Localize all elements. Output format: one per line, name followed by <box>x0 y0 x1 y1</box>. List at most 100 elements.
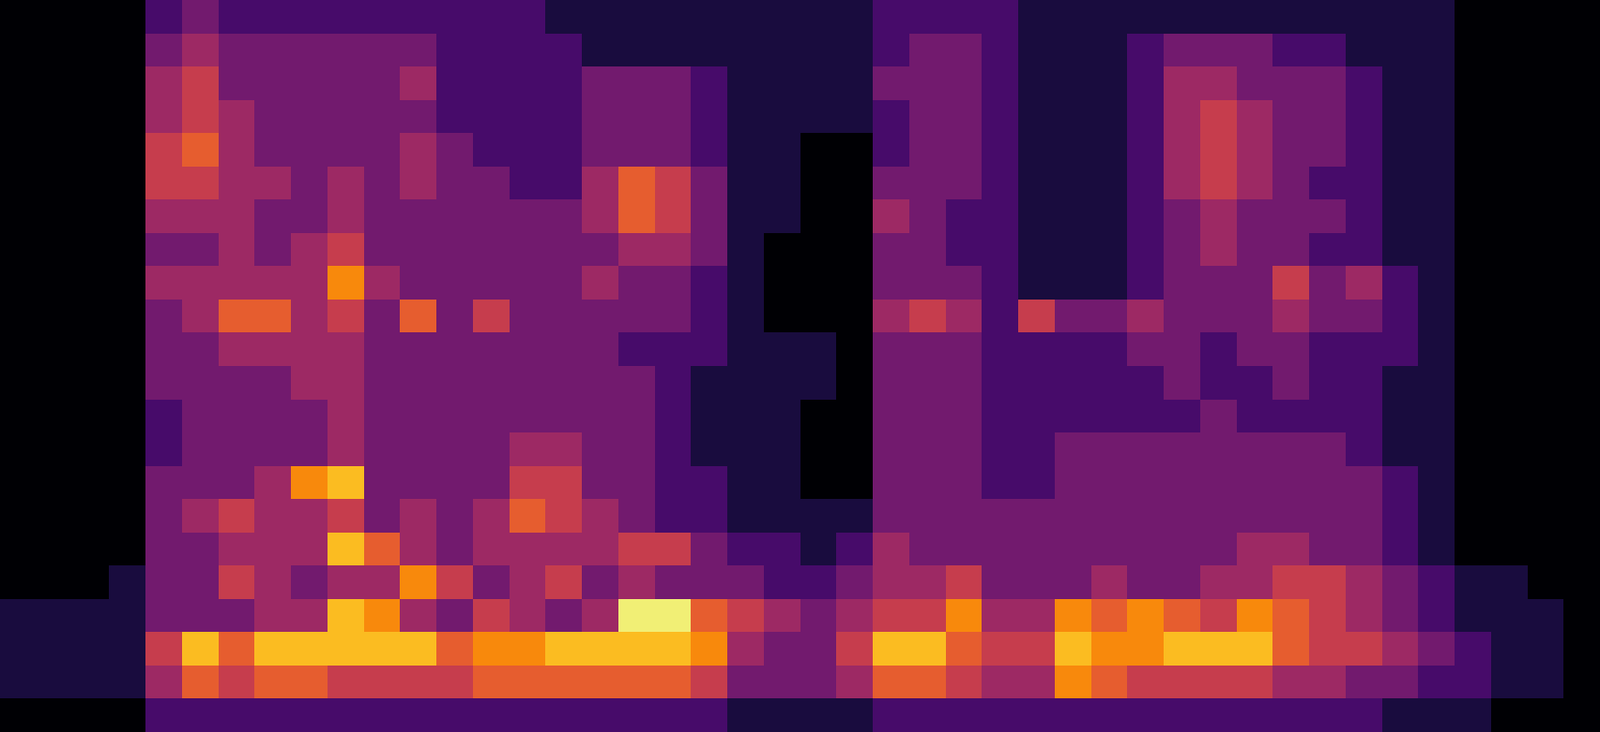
heat-cell <box>182 665 219 700</box>
heat-cell <box>145 0 183 34</box>
heat-cell <box>690 466 728 500</box>
heat-cell <box>1200 166 1237 201</box>
heat-cell <box>981 233 1019 267</box>
heat-cell <box>108 565 146 600</box>
heat-cell <box>436 33 473 68</box>
heat-cell <box>1309 399 1346 434</box>
heat-cell <box>108 299 146 334</box>
heat-cell <box>1527 0 1565 34</box>
heat-cell <box>909 299 946 334</box>
heat-cell <box>399 631 437 666</box>
heat-cell <box>0 366 37 400</box>
heat-cell <box>800 100 838 134</box>
heat-cell <box>1345 665 1383 700</box>
heat-cell <box>655 698 692 732</box>
heat-cell <box>1382 565 1419 600</box>
heat-cell <box>981 332 1019 367</box>
heat-cell <box>108 665 146 700</box>
heat-cell <box>364 66 401 101</box>
heat-cell <box>108 599 146 633</box>
heat-cell <box>1382 599 1419 633</box>
heat-cell <box>1527 233 1565 267</box>
heat-cell <box>1309 166 1346 201</box>
heat-cell <box>1272 299 1310 334</box>
heat-cell <box>1054 132 1092 167</box>
heat-cell <box>1018 565 1055 600</box>
heat-cell <box>145 132 183 167</box>
heat-cell <box>1491 132 1528 167</box>
heat-cell <box>1345 66 1383 101</box>
heat-cell <box>800 399 838 434</box>
heat-cell <box>581 299 619 334</box>
heat-cell <box>36 265 74 300</box>
heat-cell <box>145 166 183 201</box>
heat-cell <box>1054 498 1092 533</box>
heat-cell <box>872 366 910 400</box>
heat-cell <box>36 100 74 134</box>
heat-cell <box>399 565 437 600</box>
heat-cell <box>472 366 510 400</box>
heat-cell <box>399 199 437 234</box>
heat-cell <box>472 33 510 68</box>
heat-cell <box>545 698 582 732</box>
heat-cell <box>145 299 183 334</box>
heat-cell <box>364 233 401 267</box>
heat-cell <box>1127 432 1164 467</box>
heat-cell <box>436 466 473 500</box>
heat-cell <box>1236 665 1274 700</box>
heat-cell <box>1491 199 1528 234</box>
heat-cell <box>1054 332 1092 367</box>
heat-cell <box>581 265 619 300</box>
heat-cell <box>327 132 365 167</box>
heat-cell <box>1127 199 1164 234</box>
heat-cell <box>690 532 728 567</box>
heat-cell <box>727 599 764 633</box>
heat-cell <box>981 532 1019 567</box>
heat-cell <box>509 265 547 300</box>
heat-cell <box>364 498 401 533</box>
heat-cell <box>1417 399 1455 434</box>
heat-cell <box>218 631 256 666</box>
heat-cell <box>1382 332 1419 367</box>
heat-cell <box>1491 265 1528 300</box>
heat-cell <box>1018 532 1055 567</box>
heat-cell <box>945 466 983 500</box>
heat-cell <box>327 399 365 434</box>
heat-cell <box>872 532 910 567</box>
heat-cell <box>545 532 582 567</box>
heat-cell <box>618 332 656 367</box>
heat-cell <box>1091 366 1128 400</box>
heat-cell <box>872 33 910 68</box>
heat-cell <box>1236 332 1274 367</box>
heat-cell <box>290 432 328 467</box>
heat-cell <box>1309 599 1346 633</box>
heat-cell <box>800 199 838 234</box>
heat-cell <box>0 100 37 134</box>
heat-cell <box>1454 432 1492 467</box>
heat-cell <box>1018 665 1055 700</box>
heat-cell <box>1454 532 1492 567</box>
heat-cell <box>981 565 1019 600</box>
heat-cell <box>1345 366 1383 400</box>
heat-cell <box>981 299 1019 334</box>
heat-cell <box>1454 498 1492 533</box>
heat-cell <box>690 299 728 334</box>
heat-cell <box>545 265 582 300</box>
heat-cell <box>254 0 291 34</box>
heat-cell <box>472 233 510 267</box>
heat-cell <box>0 66 37 101</box>
heat-cell <box>872 698 910 732</box>
heat-cell <box>218 366 256 400</box>
heat-cell <box>618 466 656 500</box>
heat-cell <box>254 698 291 732</box>
heat-cell <box>364 665 401 700</box>
heat-cell <box>436 532 473 567</box>
heat-cell <box>218 698 256 732</box>
heat-cell <box>800 332 838 367</box>
heat-cell <box>218 498 256 533</box>
heat-cell <box>145 532 183 567</box>
heat-cell <box>763 66 801 101</box>
heat-cell <box>509 565 547 600</box>
heat-cell <box>1091 132 1128 167</box>
heat-cell <box>1272 132 1310 167</box>
